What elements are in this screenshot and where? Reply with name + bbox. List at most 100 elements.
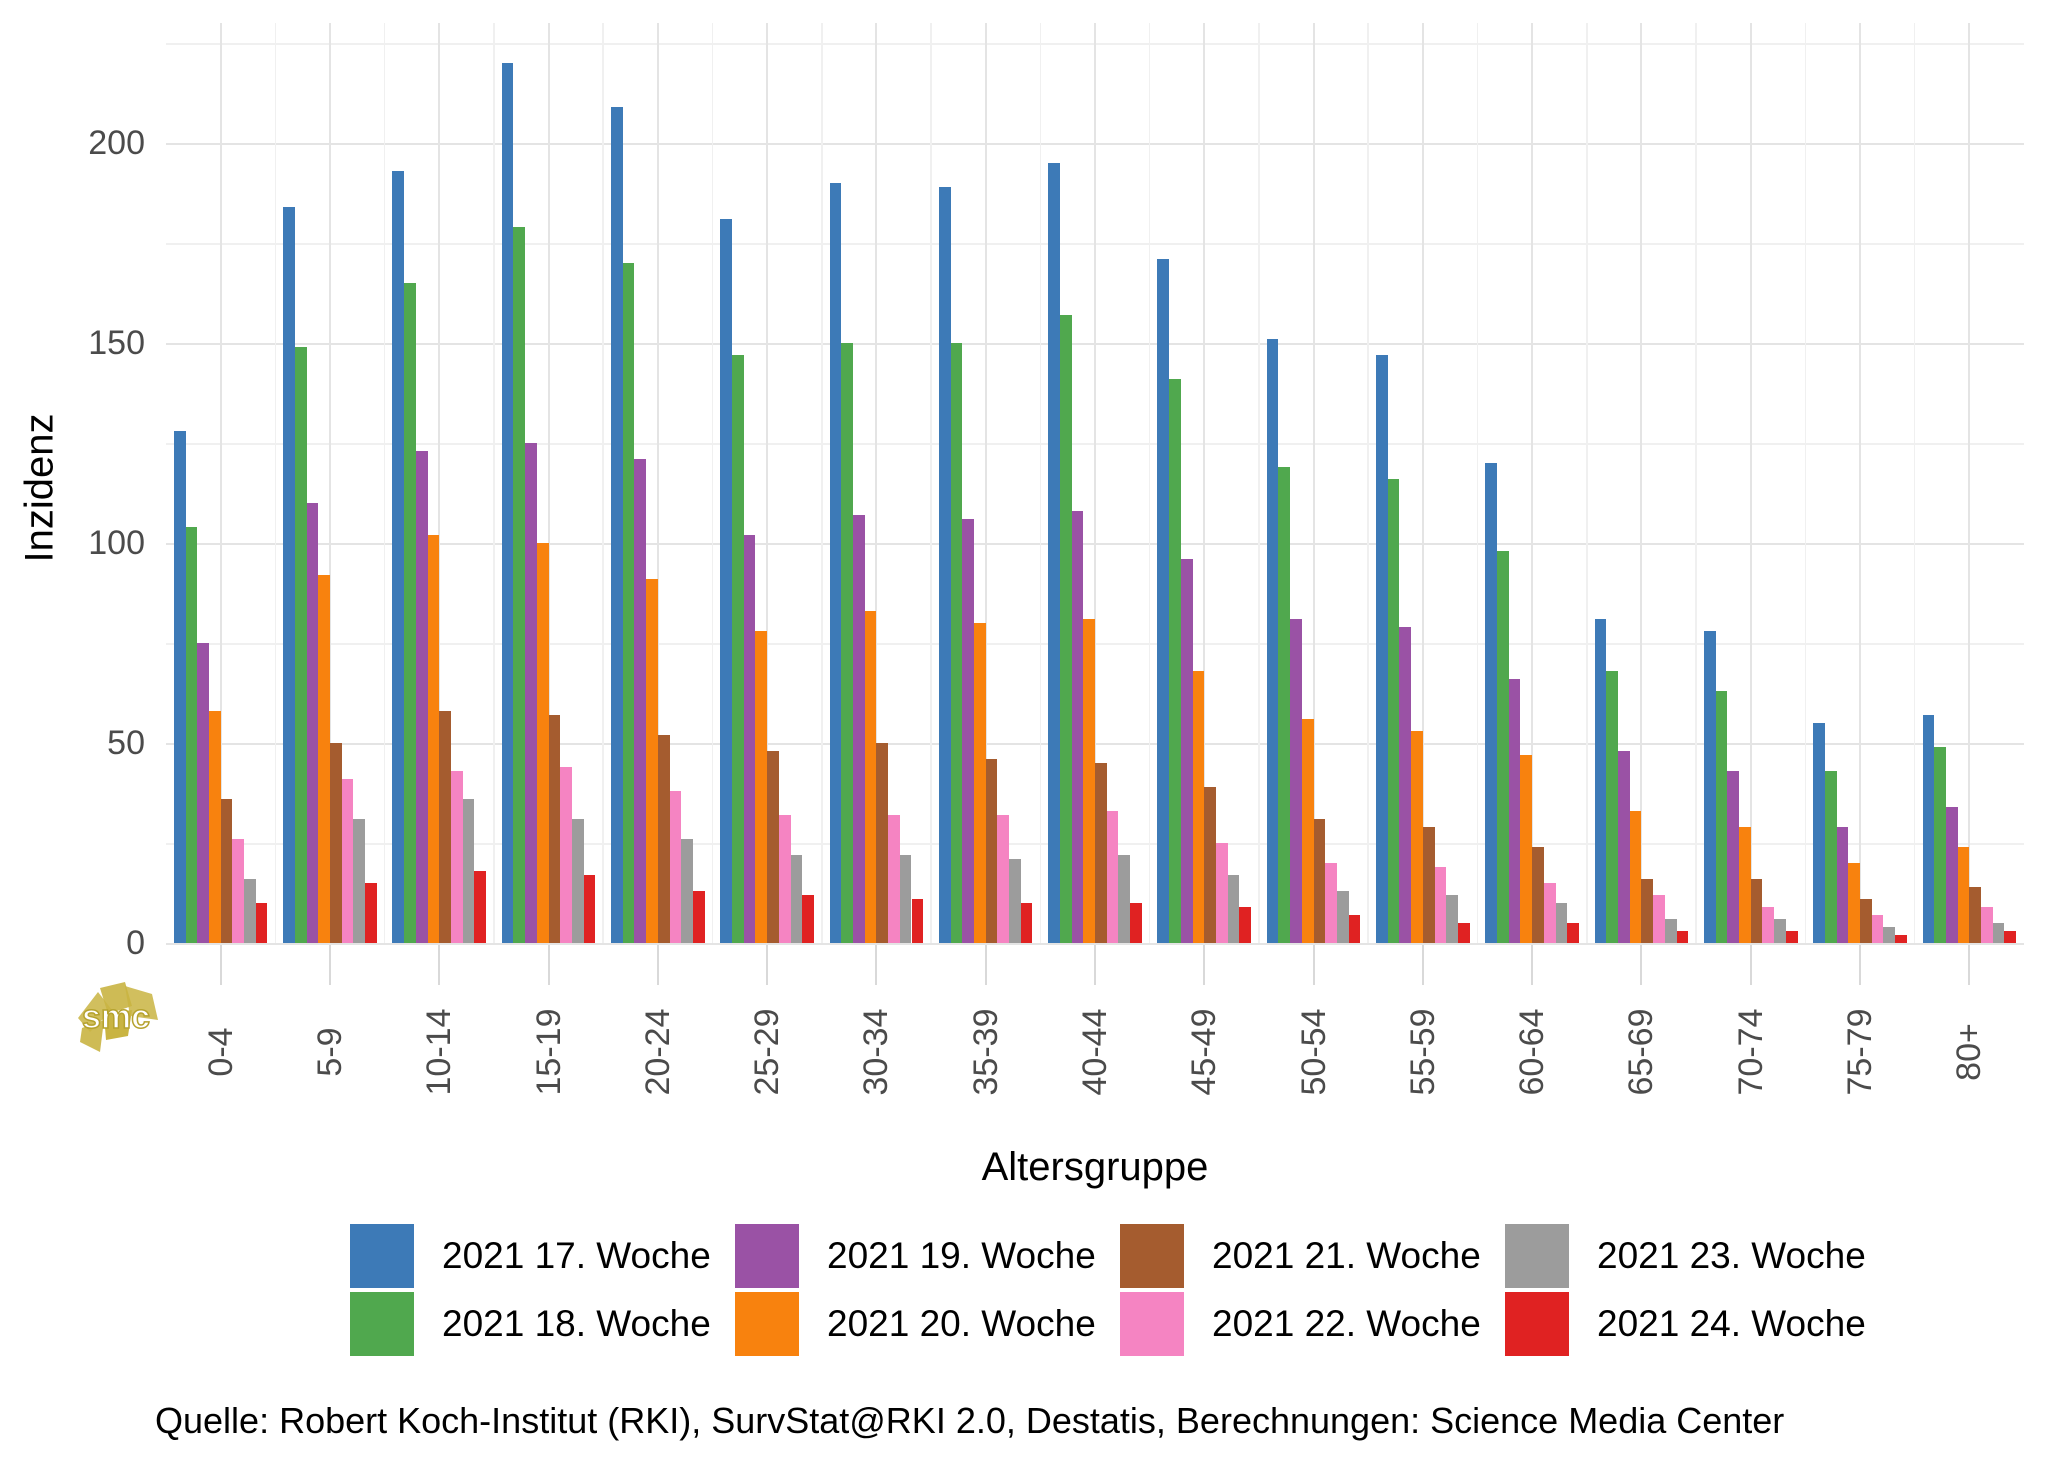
- bar-60-64-2021-22.-Woche: [1543, 883, 1556, 943]
- bar-40-44-2021-24.-Woche: [1130, 903, 1142, 943]
- x-tick-label-40-44: 40-44: [1076, 1008, 1114, 1096]
- gridline-x-minor: [1586, 23, 1588, 943]
- bar-75-79-2021-18.-Woche: [1824, 771, 1837, 943]
- bar-80+-2021-17.-Woche: [1922, 715, 1935, 943]
- bar-0-4-2021-19.-Woche: [197, 643, 209, 943]
- x-tick-mark: [1094, 945, 1096, 985]
- bar-30-34-2021-21.-Woche: [876, 743, 889, 943]
- bar-55-59-2021-17.-Woche: [1376, 355, 1388, 943]
- x-tick-mark: [1203, 945, 1206, 985]
- gridline-x-major: [1859, 23, 1862, 943]
- x-tick-mark: [984, 945, 987, 985]
- bar-45-49-2021-22.-Woche: [1215, 843, 1228, 943]
- legend-swatch-2021-24.-Woche: [1505, 1292, 1569, 1356]
- bar-55-59-2021-22.-Woche: [1434, 867, 1447, 943]
- x-tick-mark: [438, 945, 441, 985]
- bar-10-14-2021-24.-Woche: [474, 871, 487, 943]
- bar-60-64-2021-20.-Woche: [1520, 755, 1533, 943]
- bar-30-34-2021-24.-Woche: [911, 899, 924, 943]
- bar-55-59-2021-24.-Woche: [1457, 923, 1470, 943]
- y-tick-label: 100: [88, 524, 145, 562]
- bar-70-74-2021-24.-Woche: [1785, 931, 1798, 943]
- bar-15-19-2021-23.-Woche: [571, 819, 584, 943]
- gridline-x-major: [1968, 23, 1971, 943]
- bar-45-49-2021-24.-Woche: [1239, 907, 1252, 943]
- gridline-x-major: [875, 23, 878, 943]
- gridline-x-major: [1421, 23, 1424, 943]
- bar-15-19-2021-21.-Woche: [548, 715, 561, 943]
- gridline-x-major: [1203, 23, 1206, 943]
- bar-65-69-2021-17.-Woche: [1594, 619, 1607, 943]
- gridline-x-minor: [1258, 23, 1260, 943]
- gridline-x-major: [219, 23, 222, 943]
- bar-0-4-2021-21.-Woche: [220, 799, 233, 943]
- bar-10-14-2021-17.-Woche: [392, 171, 405, 943]
- bar-0-4-2021-17.-Woche: [173, 431, 186, 943]
- bar-45-49-2021-20.-Woche: [1192, 671, 1205, 943]
- bar-40-44-2021-20.-Woche: [1083, 619, 1095, 943]
- bar-60-64-2021-17.-Woche: [1485, 463, 1498, 943]
- x-tick-label-25-29: 25-29: [748, 1008, 787, 1096]
- bar-30-34-2021-18.-Woche: [841, 343, 853, 943]
- bar-35-39-2021-21.-Woche: [985, 759, 998, 943]
- legend-swatch-2021-19.-Woche: [735, 1224, 799, 1288]
- bar-70-74-2021-21.-Woche: [1750, 879, 1763, 943]
- bar-15-19-2021-18.-Woche: [513, 227, 526, 943]
- bar-5-9-2021-17.-Woche: [283, 207, 295, 943]
- x-tick-label-50-54: 50-54: [1294, 1008, 1333, 1096]
- x-tick-mark: [766, 945, 769, 985]
- gridline-x-minor: [383, 23, 386, 943]
- bar-80+-2021-20.-Woche: [1957, 847, 1970, 943]
- bar-5-9-2021-24.-Woche: [365, 883, 377, 943]
- x-tick-mark: [656, 945, 659, 985]
- gridline-x-minor: [493, 23, 495, 943]
- gridline-x-major: [1531, 23, 1534, 943]
- bar-75-79-2021-17.-Woche: [1813, 723, 1825, 943]
- bar-20-24-2021-18.-Woche: [622, 263, 635, 943]
- bar-25-29-2021-22.-Woche: [778, 815, 791, 943]
- gridline-x-minor: [821, 23, 823, 943]
- bar-25-29-2021-20.-Woche: [755, 631, 768, 943]
- bar-25-29-2021-19.-Woche: [743, 535, 756, 943]
- bar-65-69-2021-21.-Woche: [1641, 879, 1654, 943]
- gridline-x-major: [1094, 23, 1096, 943]
- bar-20-24-2021-19.-Woche: [634, 459, 647, 943]
- bar-40-44-2021-21.-Woche: [1095, 763, 1107, 943]
- bar-50-54-2021-24.-Woche: [1348, 915, 1361, 943]
- gridline-x-minor: [1476, 23, 1479, 943]
- x-tick-label-70-74: 70-74: [1731, 1008, 1770, 1096]
- x-tick-mark: [219, 945, 222, 985]
- bar-35-39-2021-18.-Woche: [950, 343, 963, 943]
- legend-swatch-2021-20.-Woche: [735, 1292, 799, 1356]
- bar-70-74-2021-18.-Woche: [1715, 691, 1728, 943]
- bar-15-19-2021-19.-Woche: [525, 443, 537, 943]
- x-tick-label-5-9: 5-9: [310, 1027, 349, 1077]
- gridline-x-minor: [711, 23, 714, 943]
- legend-label-2021-23.-Woche: 2021 23. Woche: [1597, 1235, 1866, 1276]
- bar-35-39-2021-20.-Woche: [974, 623, 986, 943]
- bar-70-74-2021-22.-Woche: [1762, 907, 1775, 943]
- gridline-x-major: [328, 23, 331, 943]
- gridline-y-major: [166, 943, 2024, 945]
- legend-label-2021-22.-Woche: 2021 22. Woche: [1212, 1303, 1481, 1344]
- bar-20-24-2021-23.-Woche: [681, 839, 693, 943]
- bar-80+-2021-23.-Woche: [1992, 923, 2005, 943]
- bar-75-79-2021-19.-Woche: [1836, 827, 1849, 943]
- bar-80+-2021-22.-Woche: [1981, 907, 1993, 943]
- gridline-x-major: [766, 23, 769, 943]
- bar-45-49-2021-23.-Woche: [1227, 875, 1240, 943]
- gridline-x-minor: [1367, 23, 1369, 943]
- bar-5-9-2021-22.-Woche: [341, 779, 354, 943]
- bar-0-4-2021-18.-Woche: [185, 527, 198, 943]
- bar-15-19-2021-20.-Woche: [536, 543, 549, 943]
- bar-40-44-2021-23.-Woche: [1118, 855, 1131, 943]
- bar-30-34-2021-22.-Woche: [888, 815, 900, 943]
- smc-logo-watermark: smc: [78, 982, 158, 1052]
- bar-15-19-2021-17.-Woche: [501, 63, 514, 943]
- bar-65-69-2021-18.-Woche: [1606, 671, 1619, 943]
- bar-35-39-2021-19.-Woche: [962, 519, 974, 943]
- bar-5-9-2021-20.-Woche: [318, 575, 330, 943]
- bar-5-9-2021-18.-Woche: [294, 347, 307, 943]
- x-tick-mark: [1531, 945, 1534, 985]
- bar-55-59-2021-21.-Woche: [1422, 827, 1435, 943]
